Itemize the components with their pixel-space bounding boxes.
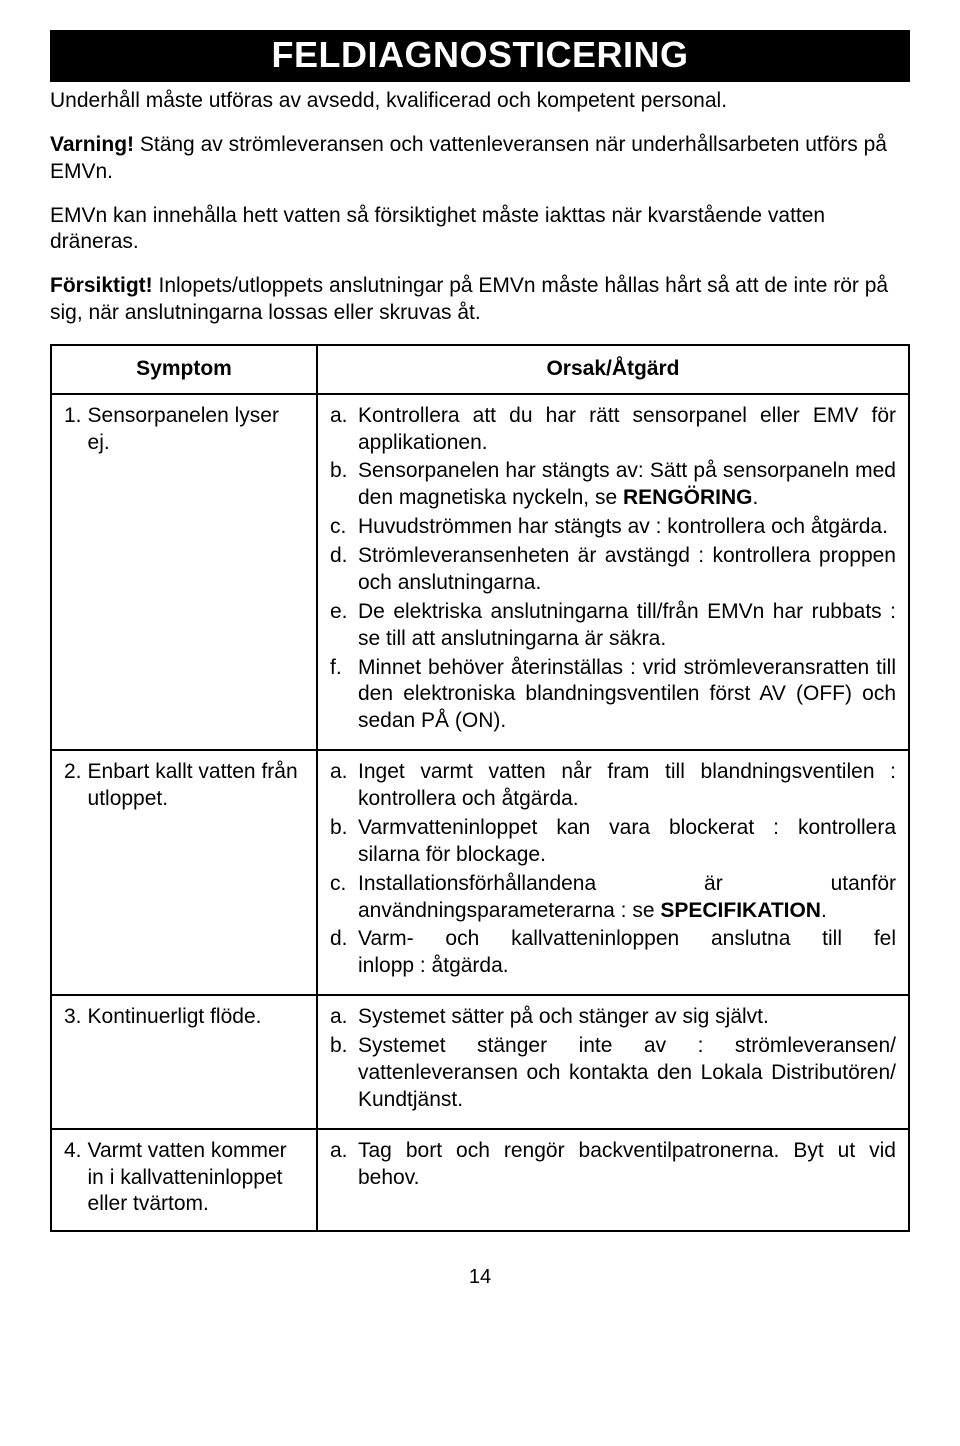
table-row: 3.Kontinuerligt flöde. a.Systemet sätter … [51,995,909,1129]
symptom-text: Kontinuerligt flöde. [88,1004,262,1031]
symptom-cell: 2.Enbart kallt vatten från utloppet. [51,750,317,995]
action-letter: e. [330,599,358,653]
intro-block: Underhåll måste utföras av avsedd, kvali… [50,88,910,326]
action-letter: d. [330,926,358,980]
action-letter: c. [330,871,358,925]
symptom-cell: 1.Sensorpanelen lyser ej. [51,394,317,751]
action-item: c.Installationsförhållandena är utanföra… [330,871,896,925]
action-text: Strömleveransenheten är avstängd : kontr… [358,543,896,597]
symptom-text: Varmt vatten kommer in i kallvatteninlop… [88,1138,304,1219]
action-text: Sensorpanelen har stängts av: Sätt på se… [358,458,896,512]
action-text: Systemet stänger inte av : strömleverans… [358,1033,896,1114]
symptom-number: 2. [64,759,82,813]
action-text: Varm- och kallvatteninloppen anslutna ti… [358,926,896,980]
header-symptom: Symptom [51,345,317,394]
action-item: a.Kontrollera att du har rätt sensorpane… [330,403,896,457]
symptom-number: 1. [64,403,82,457]
action-text: Installationsförhållandena är utanföranv… [358,871,896,925]
symptom-text: Sensorpanelen lyser ej. [88,403,304,457]
page-number: 14 [50,1266,910,1289]
action-letter: b. [330,815,358,869]
action-text: Systemet sätter på och stänger av sig sj… [358,1004,896,1031]
action-text: De elektriska anslutningarna till/från E… [358,599,896,653]
action-text: Tag bort och rengör backventilpatronerna… [358,1138,896,1192]
action-letter: a. [330,1138,358,1192]
symptom-text: Enbart kallt vatten från utloppet. [88,759,304,813]
action-cell: a.Systemet sätter på och stänger av sig … [317,995,909,1129]
action-item: f.Minnet behöver återinställas : vrid st… [330,655,896,736]
symptom-cell: 4.Varmt vatten kommer in i kallvatteninl… [51,1129,317,1232]
symptom-cell: 3.Kontinuerligt flöde. [51,995,317,1129]
intro-p3: EMVn kan innehålla hett vatten så försik… [50,203,910,256]
action-letter: b. [330,1033,358,1114]
action-cell: a.Kontrollera att du har rätt sensorpane… [317,394,909,751]
action-item: c.Huvudströmmen har stängts av : kontrol… [330,514,896,541]
action-letter: c. [330,514,358,541]
intro-p2: Varning! Stäng av strömleveransen och va… [50,132,910,185]
table-row: 4.Varmt vatten kommer in i kallvatteninl… [51,1129,909,1232]
action-letter: f. [330,655,358,736]
action-cell: a.Tag bort och rengör backventilpatroner… [317,1129,909,1232]
caution-label: Försiktigt! [50,274,153,297]
action-item: b.Sensorpanelen har stängts av: Sätt på … [330,458,896,512]
action-text: Minnet behöver återinställas : vrid strö… [358,655,896,736]
action-item: a.Systemet sätter på och stänger av sig … [330,1004,896,1031]
action-item: b.Systemet stänger inte av : strömlevera… [330,1033,896,1114]
table-row: 2.Enbart kallt vatten från utloppet.a.In… [51,750,909,995]
intro-p4-text: Inlopets/utloppets anslutningar på EMVn … [50,274,888,323]
action-text: Inget varmt vatten når fram till blandni… [358,759,896,813]
action-item: b.Varmvatteninloppet kan vara blockerat … [330,815,896,869]
action-cell: a.Inget varmt vatten når fram till bland… [317,750,909,995]
diagnostics-table: Symptom Orsak/Åtgärd 1.Sensorpanelen lys… [50,344,910,1233]
page-title: FELDIAGNOSTICERING [50,30,910,82]
action-text: Kontrollera att du har rätt sensorpanel … [358,403,896,457]
symptom-number: 4. [64,1138,82,1219]
action-item: e.De elektriska anslutningarna till/från… [330,599,896,653]
action-text: Varmvatteninloppet kan vara blockerat : … [358,815,896,869]
action-item: d.Varm- och kallvatteninloppen anslutna … [330,926,896,980]
header-action: Orsak/Åtgärd [317,345,909,394]
warning-label: Varning! [50,133,134,156]
action-letter: d. [330,543,358,597]
action-item: a.Tag bort och rengör backventilpatroner… [330,1138,896,1192]
action-letter: a. [330,1004,358,1031]
intro-p1: Underhåll måste utföras av avsedd, kvali… [50,88,910,114]
symptom-number: 3. [64,1004,82,1031]
action-letter: a. [330,403,358,457]
intro-p2-text: Stäng av strömleveransen och vattenlever… [50,133,887,182]
action-letter: a. [330,759,358,813]
action-letter: b. [330,458,358,512]
intro-p4: Försiktigt! Inlopets/utloppets anslutnin… [50,273,910,326]
action-item: d.Strömleveransenheten är avstängd : kon… [330,543,896,597]
table-row: 1.Sensorpanelen lyser ej.a.Kontrollera a… [51,394,909,751]
action-text: Huvudströmmen har stängts av : kontrolle… [358,514,896,541]
action-item: a.Inget varmt vatten når fram till bland… [330,759,896,813]
